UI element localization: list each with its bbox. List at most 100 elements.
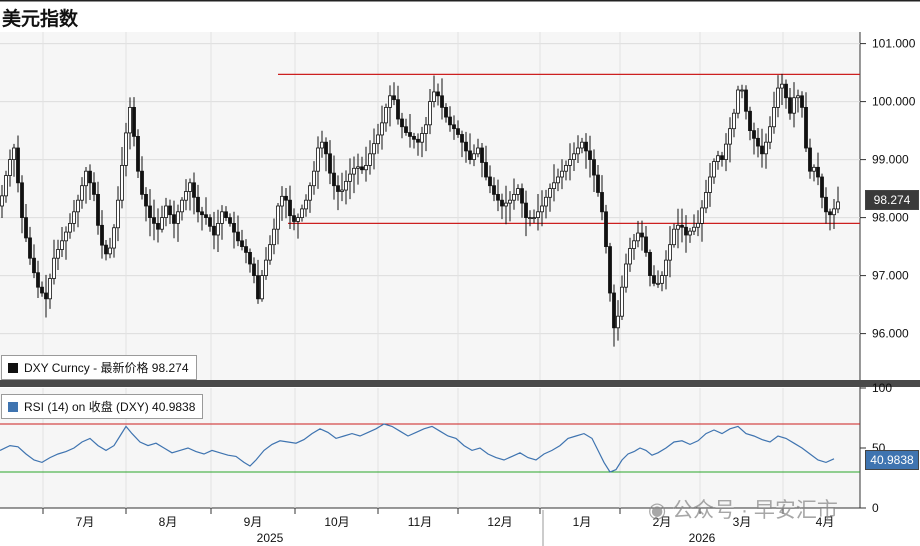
candle-body xyxy=(588,150,592,160)
price-legend-swatch xyxy=(8,363,18,373)
candle-body xyxy=(20,182,24,219)
month-label: 11月 xyxy=(408,515,432,529)
candle-body xyxy=(524,202,528,219)
price-tick-label: 99.000 xyxy=(872,153,909,167)
candle-body xyxy=(248,251,252,265)
candle-body xyxy=(488,176,492,187)
candle-body xyxy=(760,145,764,155)
candle-body xyxy=(88,170,92,184)
candle-body xyxy=(316,147,320,172)
candle-body xyxy=(664,259,668,276)
candle-body xyxy=(252,263,256,277)
candle-body xyxy=(368,153,372,166)
candle-body xyxy=(44,292,48,300)
watermark: ◉ 公众号 · 早安汇市 xyxy=(648,494,838,524)
candle-body xyxy=(528,217,532,220)
rsi-legend: RSI (14) on 收盘 (DXY) 40.9838 xyxy=(1,394,204,419)
candle-body xyxy=(392,95,396,101)
candle-body xyxy=(312,170,316,187)
candle-body xyxy=(480,147,484,163)
support-resistance-lines xyxy=(0,73,860,473)
candle-body xyxy=(148,205,152,219)
candle-body xyxy=(680,224,684,228)
candle-body xyxy=(564,164,568,172)
candle-body xyxy=(444,107,448,118)
year-label: 2025 xyxy=(257,531,284,545)
month-label: 4月 xyxy=(816,515,835,529)
candle-body xyxy=(544,196,548,207)
candle-body xyxy=(204,214,208,218)
candle-body xyxy=(708,176,712,193)
candle-body xyxy=(376,134,380,145)
candle-body xyxy=(716,155,720,162)
candle-body xyxy=(476,147,480,155)
candle-body xyxy=(192,182,196,198)
candle-body xyxy=(816,166,820,178)
candle-body xyxy=(200,211,204,216)
candle-body xyxy=(332,172,336,187)
candle-body xyxy=(132,107,136,137)
candle-body xyxy=(768,126,772,143)
candle-body xyxy=(440,95,444,108)
candle-body xyxy=(272,228,276,246)
candle-body xyxy=(596,174,600,193)
candle-body xyxy=(320,141,324,149)
candle-body xyxy=(648,251,652,276)
candle-body xyxy=(456,128,460,135)
candle-body xyxy=(100,224,104,246)
candle-body xyxy=(472,153,476,161)
candle-body xyxy=(216,222,220,236)
candle-body xyxy=(64,231,68,242)
month-label: 7月 xyxy=(76,515,95,529)
candle-body xyxy=(276,205,280,230)
candle-body xyxy=(452,124,456,130)
candle-body xyxy=(572,153,576,161)
candle-body xyxy=(212,225,216,236)
candle-body xyxy=(76,199,80,213)
candle-body xyxy=(400,118,404,128)
candle-body xyxy=(356,166,360,169)
rsi-line xyxy=(0,423,835,473)
candle-body xyxy=(36,272,40,288)
candle-body xyxy=(280,195,284,207)
candle-body xyxy=(164,205,168,219)
candle-body xyxy=(696,222,700,228)
candle-body xyxy=(632,240,636,249)
candle-body xyxy=(240,240,244,248)
candle-body xyxy=(628,248,632,265)
candle-body xyxy=(636,232,640,242)
candle-body xyxy=(16,147,20,184)
candle-body xyxy=(140,170,144,195)
candle-body xyxy=(412,135,416,140)
candle-body xyxy=(748,110,752,132)
candle-body xyxy=(268,244,272,261)
candle-body xyxy=(668,244,672,261)
candle-body xyxy=(180,199,184,213)
candle-body xyxy=(532,217,536,220)
candle-body xyxy=(740,89,744,92)
candle-body xyxy=(752,130,756,139)
candle-body xyxy=(420,133,424,143)
price-panel-bg xyxy=(0,32,860,380)
candle-body xyxy=(724,143,728,160)
candle-body xyxy=(144,193,148,207)
candle-body xyxy=(728,128,732,145)
candle-body xyxy=(672,228,676,246)
candle-body xyxy=(448,116,452,126)
candle-body xyxy=(96,193,100,226)
price-legend-text: DXY Curncy - 最新价格 98.274 xyxy=(24,361,189,375)
candle-body xyxy=(32,257,36,274)
candle-body xyxy=(256,275,260,300)
price-legend: DXY Curncy - 最新价格 98.274 xyxy=(1,355,197,380)
candle-body xyxy=(784,83,788,99)
candle-body xyxy=(792,97,796,114)
candle-body xyxy=(824,196,828,213)
candle-body xyxy=(360,166,364,171)
candle-body xyxy=(644,236,648,253)
month-axis: 7月 8月 9月 10月 11月 12月 1月 2月 3月 4月 2025 2026 xyxy=(42,508,835,545)
candle-body xyxy=(384,107,388,124)
rsi-legend-swatch xyxy=(8,402,18,412)
candle-body xyxy=(104,244,108,255)
candle-body xyxy=(464,141,468,152)
